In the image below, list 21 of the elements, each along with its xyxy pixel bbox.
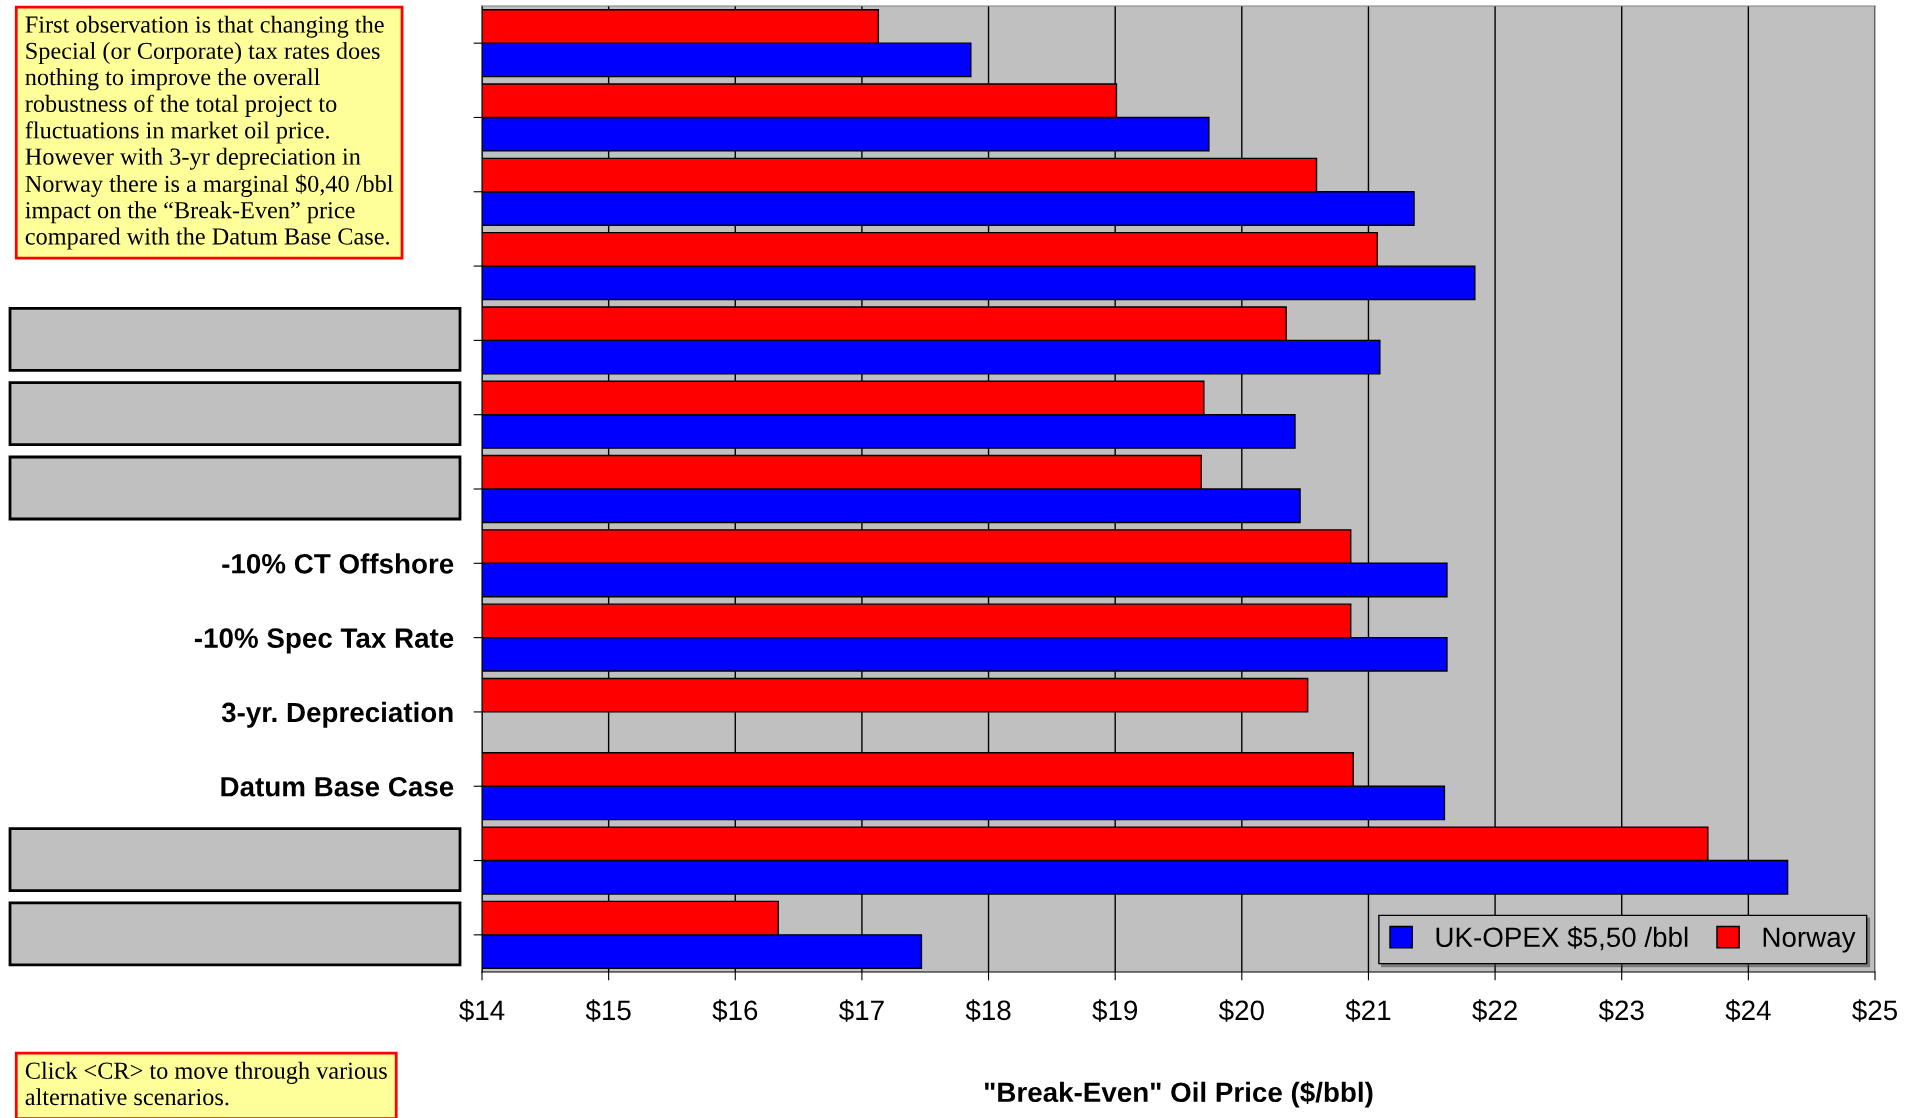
x-tick-label: $22 bbox=[1472, 999, 1517, 1022]
x-tick-label: $19 bbox=[1092, 999, 1138, 1022]
x-tick-label: $17 bbox=[839, 999, 884, 1022]
text: Click <CR> to move through various alternative scenarios. bbox=[25, 1061, 387, 1106]
legend-label: Norway bbox=[1763, 927, 1856, 953]
x-tick-label: $23 bbox=[1598, 999, 1644, 1022]
x-tick-label: $20 bbox=[1218, 999, 1264, 1022]
x-tick-label: $25 bbox=[1852, 999, 1898, 1022]
x-tick-label: $18 bbox=[965, 999, 1011, 1022]
y-tick-label: -10% Spec Tax Rate bbox=[194, 628, 454, 654]
y-tick-label: Datum Base Case bbox=[221, 776, 454, 797]
x-axis-title: "Break-Even" Oil Price ($/bbl) bbox=[985, 1081, 1373, 1108]
legend-label: UK-OPEX $5,50 /bbl bbox=[1436, 926, 1688, 951]
y-tick-label: -10% CT Offshore bbox=[222, 553, 454, 574]
x-tick-label: $14 bbox=[459, 999, 505, 1022]
x-tick-label: $16 bbox=[712, 999, 758, 1022]
x-tick-label: $24 bbox=[1725, 999, 1771, 1022]
x-tick-label: $15 bbox=[585, 999, 631, 1022]
y-tick-label: 3-yr. Depreciation bbox=[221, 701, 453, 728]
x-tick-label: $21 bbox=[1345, 999, 1391, 1022]
text: First observation is that changing the Special (or Corporate) tax rates does nothing to improve the overall robustness of the total project to fluctuations in market oil price. However with 3-yr depreciation in Norway there is a marginal $0,40 /bbl impact on the “Break-Even” price compared with the Datum Base Case. bbox=[25, 15, 394, 250]
